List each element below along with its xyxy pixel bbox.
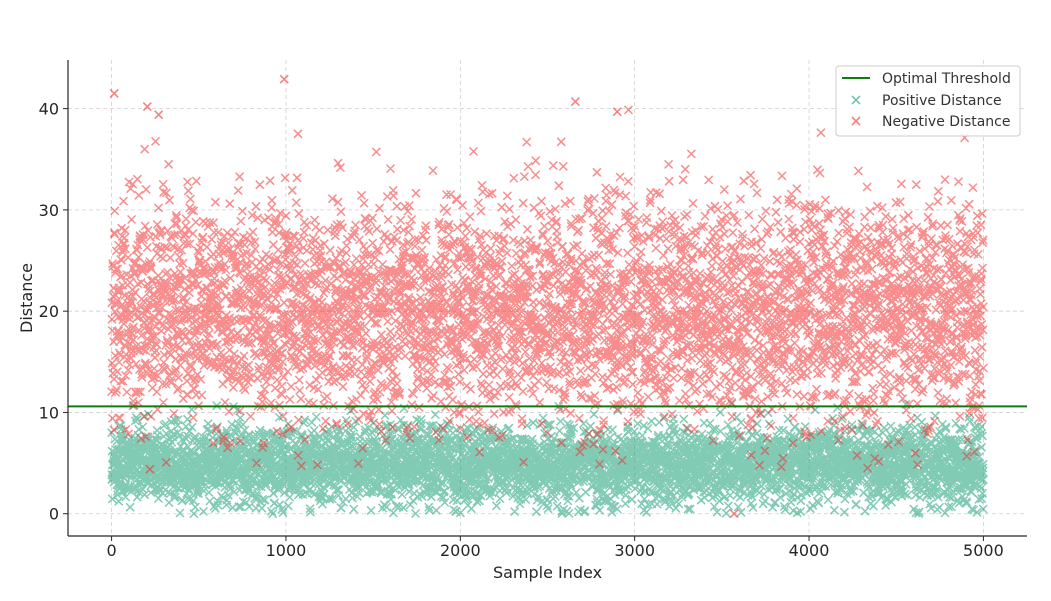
x-tick-label: 4000 [789, 541, 830, 560]
x-tick-label: 2000 [440, 541, 481, 560]
negative-outlier-point [145, 464, 155, 474]
legend-positive-swatch [851, 95, 861, 105]
x-tick-label: 0 [106, 541, 116, 560]
negative-outlier-point [729, 509, 739, 519]
positive-distance-markers [107, 399, 988, 519]
legend-positive-label: Positive Distance [882, 93, 1002, 109]
y-tick-label: 40 [39, 100, 59, 119]
y-tick-label: 0 [49, 505, 59, 524]
legend-negative-marker [851, 116, 861, 126]
negative-outlier-point [279, 74, 289, 84]
negative-outlier-point [109, 88, 119, 98]
negative-outlier-point [612, 107, 622, 117]
y-axis-label: Distance [17, 263, 36, 333]
legend: Optimal Threshold Positive Distance Nega… [835, 65, 1021, 137]
legend-box [835, 65, 1021, 137]
negative-distance-markers [107, 105, 988, 473]
legend-negative-swatch [851, 116, 861, 126]
negative-outlier-point [142, 102, 152, 112]
x-tick-label: 3000 [614, 541, 655, 560]
axes [67, 60, 1027, 537]
negative-distance-points [107, 74, 988, 519]
x-tick-label: 5000 [963, 541, 1004, 560]
x-ticks: 0 1000 2000 3000 4000 5000 [106, 536, 1004, 560]
y-tick-label: 30 [39, 201, 59, 220]
negative-outlier-point [154, 110, 164, 120]
positive-distance-points [107, 399, 988, 519]
y-tick-label: 20 [39, 302, 59, 321]
x-axis-label: Sample Index [493, 563, 602, 582]
x-tick-label: 1000 [266, 541, 307, 560]
legend-threshold-label: Optimal Threshold [882, 71, 1011, 87]
legend-positive-marker [851, 95, 861, 105]
legend-negative-label: Negative Distance [882, 114, 1011, 130]
y-tick-label: 10 [39, 403, 59, 422]
y-ticks: 0 10 20 30 40 [39, 100, 68, 524]
negative-outlier-point [570, 96, 580, 107]
